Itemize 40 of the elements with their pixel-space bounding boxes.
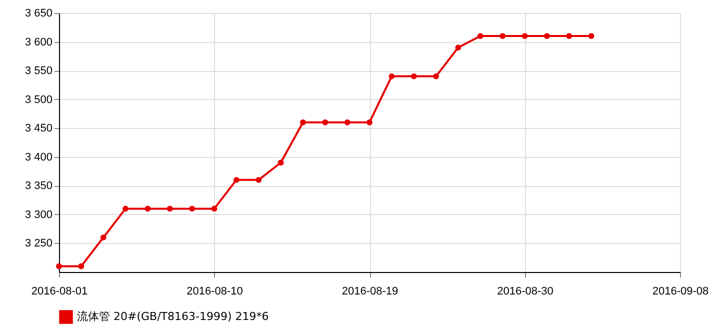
x-tick-label: 2016-08-01 [31, 286, 88, 298]
y-tick-label: 3 450 [24, 122, 52, 135]
x-tick-label: 2016-08-30 [497, 286, 554, 298]
y-tick-label: 3 550 [24, 65, 52, 78]
point [300, 119, 306, 126]
point [344, 119, 350, 126]
point [433, 73, 439, 80]
point [56, 263, 62, 270]
y-tick-label: 3 400 [24, 151, 52, 164]
point [477, 33, 484, 39]
point [166, 206, 173, 212]
point [500, 33, 506, 39]
point [566, 33, 572, 39]
legend-label: 流体管 20#(GB/T8163-1999) 219*6 [77, 310, 269, 323]
point [78, 263, 84, 270]
point [544, 33, 550, 39]
point [144, 206, 151, 212]
y-tick-label: 3 500 [24, 94, 52, 106]
point [410, 73, 417, 80]
point [256, 176, 262, 183]
point [189, 206, 196, 212]
point [455, 44, 462, 50]
point [522, 33, 528, 39]
point [278, 160, 284, 166]
point [588, 33, 594, 39]
y-tick-label: 3 650 [24, 8, 52, 20]
x-tick-label: 2016-09-08 [652, 286, 709, 298]
x-tick-label: 2016-08-19 [342, 286, 398, 298]
point [100, 234, 106, 240]
point [122, 206, 128, 212]
y-tick-label: 3 350 [24, 180, 52, 192]
y-tick-label: 3 300 [24, 208, 52, 221]
point [211, 206, 218, 212]
point [322, 119, 328, 126]
y-tick-label: 3 250 [24, 238, 52, 250]
y-tick-label: 3 600 [24, 36, 52, 48]
point [388, 73, 395, 80]
point [233, 176, 240, 183]
x-tick-label: 2016-08-10 [186, 286, 243, 298]
point [366, 119, 372, 126]
